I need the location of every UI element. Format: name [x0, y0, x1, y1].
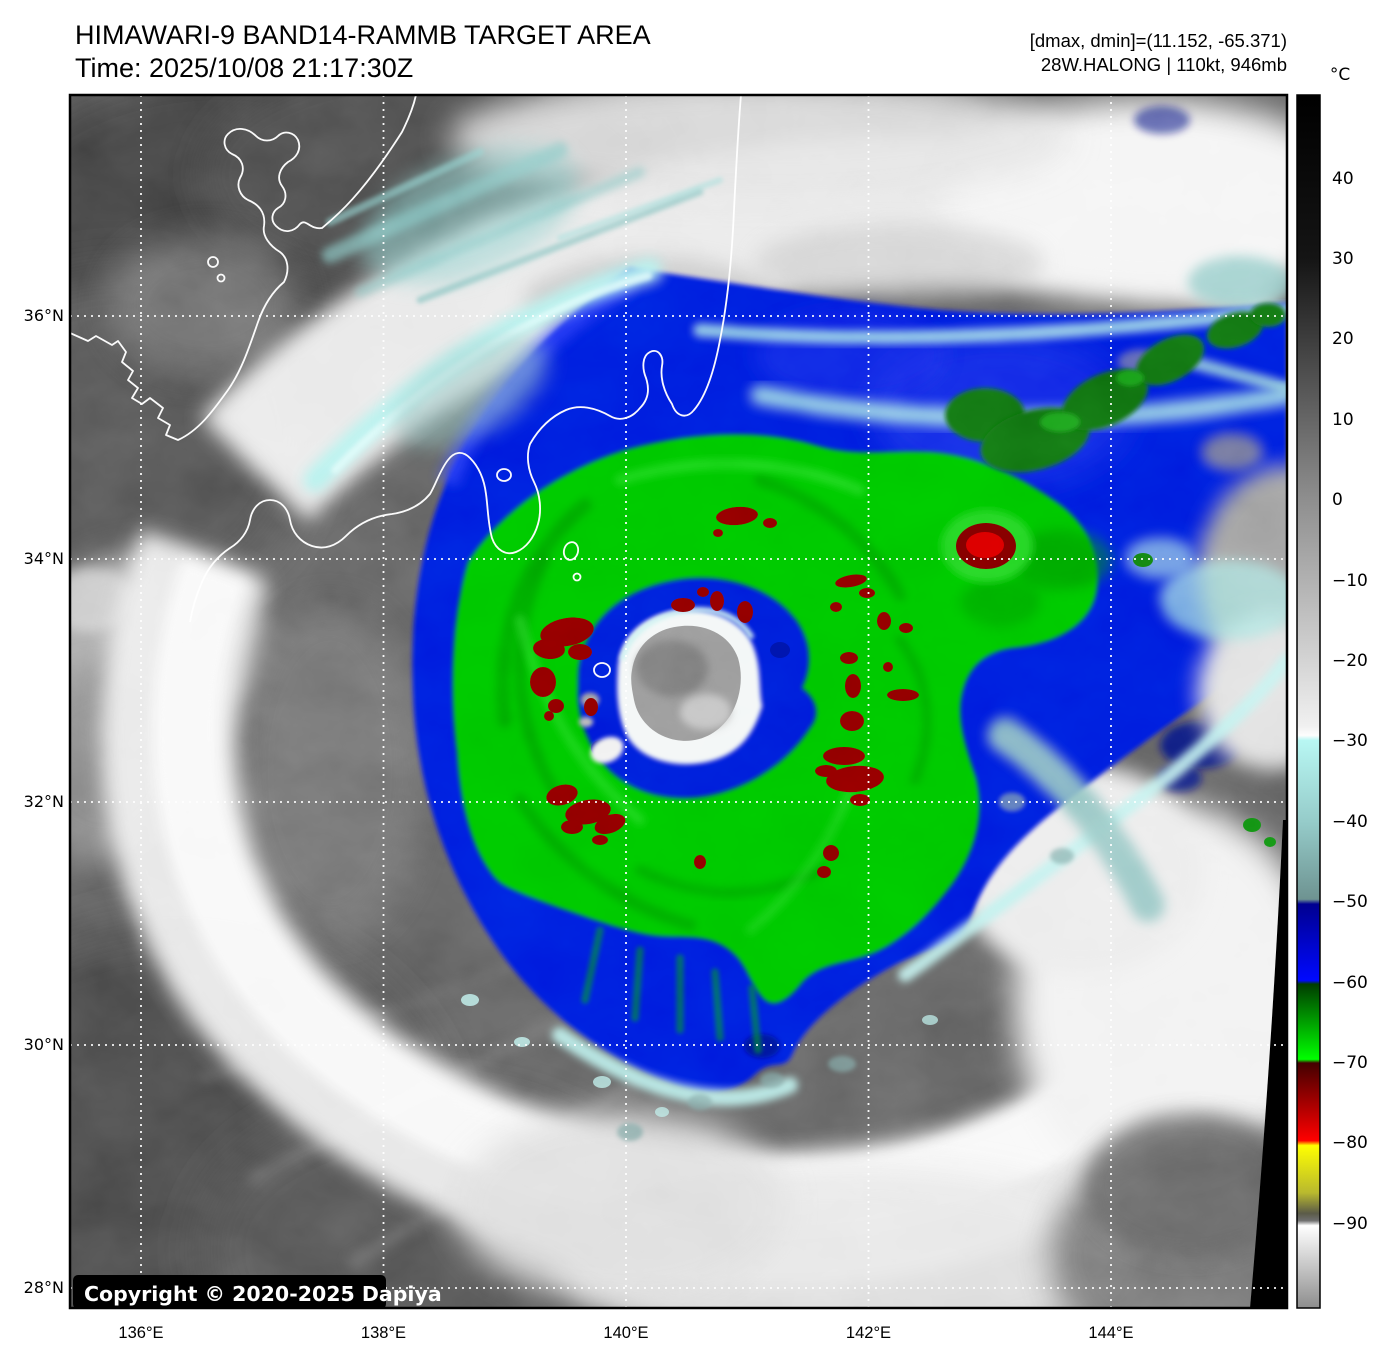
copyright-badge: Copyright © 2020-2025 Dapiya [73, 1275, 442, 1309]
svg-text:140°E: 140°E [603, 1324, 648, 1342]
svg-text:−20: −20 [1332, 651, 1368, 671]
svg-text:20: 20 [1332, 329, 1354, 349]
colorbar: °C 40 30 20 10 0 −10 −20 −30 −40 −50 −60… [1296, 65, 1368, 1309]
svg-text:30: 30 [1332, 249, 1354, 269]
storm-info: 28W.HALONG | 110kt, 946mb [1041, 54, 1287, 75]
satellite-imagery [70, 95, 1287, 1308]
svg-text:−10: −10 [1332, 571, 1368, 591]
product-time: Time: 2025/10/08 21:17:30Z [75, 53, 413, 83]
svg-text:40: 40 [1332, 169, 1354, 189]
svg-text:−60: −60 [1332, 973, 1368, 993]
svg-text:136°E: 136°E [118, 1324, 163, 1342]
longitude-labels: 136°E 138°E 140°E 142°E 144°E [118, 1324, 1133, 1342]
colorbar-gradient [1296, 94, 1321, 1309]
svg-text:36°N: 36°N [24, 306, 64, 325]
copyright-text: Copyright © 2020-2025 Dapiya [84, 1282, 442, 1306]
svg-text:30°N: 30°N [24, 1035, 64, 1054]
colorbar-tick-labels: 40 30 20 10 0 −10 −20 −30 −40 −50 −60 −7… [1332, 169, 1368, 1234]
svg-text:144°E: 144°E [1088, 1324, 1133, 1342]
svg-text:−90: −90 [1332, 1214, 1368, 1234]
svg-text:142°E: 142°E [846, 1324, 891, 1342]
svg-text:28°N: 28°N [24, 1278, 64, 1297]
product-title: HIMAWARI-9 BAND14-RAMMB TARGET AREA [75, 20, 651, 50]
svg-text:−30: −30 [1332, 731, 1368, 751]
map-frame [68, 93, 1289, 1310]
svg-text:138°E: 138°E [361, 1324, 406, 1342]
latitude-labels: 36°N 34°N 32°N 30°N 28°N [24, 306, 64, 1297]
svg-text:−50: −50 [1332, 892, 1368, 912]
svg-text:−70: −70 [1332, 1053, 1368, 1073]
svg-text:10: 10 [1332, 410, 1354, 430]
colorbar-unit: °C [1330, 65, 1350, 85]
svg-text:32°N: 32°N [24, 792, 64, 811]
svg-text:0: 0 [1332, 490, 1343, 510]
svg-text:34°N: 34°N [24, 549, 64, 568]
svg-text:−40: −40 [1332, 812, 1368, 832]
cloud-texture-overlay [70, 95, 1287, 1308]
svg-text:−80: −80 [1332, 1133, 1368, 1153]
dmax-dmin-readout: [dmax, dmin]=(11.152, -65.371) [1030, 30, 1287, 51]
